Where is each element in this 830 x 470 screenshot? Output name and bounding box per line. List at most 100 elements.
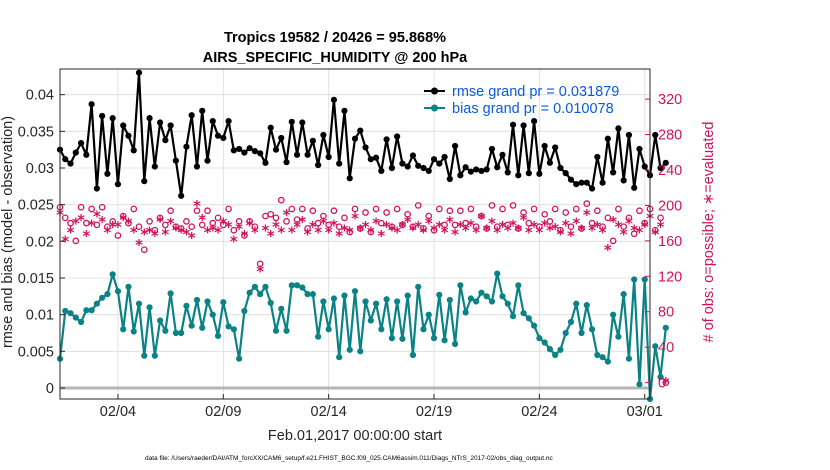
obs-evaluated-point: * [72,215,80,233]
rmse-point [457,172,464,179]
rmse-point [383,136,390,143]
rmse-point [399,160,406,167]
bias-point [615,333,622,340]
rmse-point [467,168,474,175]
obs-evaluated-point: * [446,213,454,231]
obs-possible-point [493,223,501,231]
obs-possible-point [488,202,496,209]
bias-point [188,322,195,329]
obs-evaluated-point: * [225,218,233,236]
obs-possible-point [541,210,548,218]
obs-evaluated-point: * [483,222,491,240]
bias-point [304,291,311,298]
bias-point [120,326,127,333]
obs-evaluated-point: * [530,218,538,236]
bias-point [83,307,90,314]
bias-point [341,292,348,299]
bias-point [293,282,301,289]
rmse-point [615,125,622,132]
bias-series [56,270,669,403]
rmse-point [151,163,158,170]
rmse-point [409,152,417,159]
rmse-point [309,137,316,144]
bias-point [236,355,243,362]
rmse-point [262,159,269,166]
rmse-point [415,162,422,169]
bias-point [388,335,395,342]
obs-possible-point [372,205,380,213]
bias-point [193,296,201,304]
obs-evaluated-point: * [246,216,254,234]
y-right-tick-label: 40 [658,340,674,356]
obs-evaluated-point: * [256,262,264,280]
obs-possible-point [546,218,554,225]
obs-evaluated-point: * [493,224,501,242]
legend-bias-label: bias grand pr = 0.010078 [452,101,614,117]
obs-evaluated-point: * [572,215,580,233]
obs-possible-point [657,214,664,222]
obs-evaluated-point: * [477,209,485,227]
bias-point [451,340,459,348]
obs-possible-point [536,223,543,231]
rmse-point [436,160,443,167]
obs-possible-point [246,218,253,225]
rmse-point [567,176,575,183]
obs-evaluated-point: * [499,218,507,236]
obs-possible-point [298,205,306,213]
rmse-point [546,159,554,166]
obs-possible-point [367,228,375,236]
obs-possible-point [593,207,601,215]
bias-point [309,291,316,298]
obs-evaluated-point: * [372,215,380,233]
rmse-point [394,133,401,140]
obs-possible-point [314,219,322,227]
rmse-point [272,146,280,153]
obs-possible-point [162,221,169,229]
bias-point [367,317,374,324]
rmse-point [346,175,353,182]
obs-evaluated-point: * [441,224,449,242]
obs-possible-point [604,214,612,222]
obs-evaluated-point: * [77,211,85,229]
obs-possible-point [88,205,95,213]
bias-point [209,311,216,318]
bias-point [241,307,248,315]
x-tick-label: 02/24 [521,404,557,420]
bias-point [552,351,559,359]
obs-evaluated-point: * [93,208,101,226]
bias-point [420,326,427,333]
obs-evaluated-point: * [414,218,422,236]
obs-evaluated-point: * [609,213,617,231]
rmse-point [636,145,643,153]
x-tick-label: 02/19 [416,404,452,420]
legend-rmse-marker [431,87,438,95]
rmse-point [541,142,548,150]
rmse-point [620,177,627,184]
obs-evaluated-point: * [578,222,586,240]
bias-point [156,317,164,324]
rmse-point [283,159,290,166]
rmse-point [225,117,232,125]
rmse-point [488,145,496,153]
obs-possible-point [251,223,259,231]
obs-evaluated-point: * [362,218,370,236]
y-axis-left-label: rmse and bias (model - observation) [0,116,16,348]
obs-evaluated-point: * [172,222,180,240]
obs-evaluated-point: * [567,227,575,245]
rmse-point [320,131,327,139]
obs-possible-point [82,219,90,227]
rmse-point [531,117,538,125]
obs-possible-point [388,223,396,231]
bias-point [183,302,190,309]
obs-possible-point [346,228,354,236]
rmse-point [135,69,143,76]
rmse-point [62,156,69,163]
obs-possible-point [615,205,622,213]
legend-bias-marker [431,104,438,112]
obs-evaluated-point: * [509,216,517,234]
obs-possible-point [451,221,459,229]
obs-possible-point [583,200,591,208]
rmse-point [293,151,301,158]
obs-possible-series [56,196,670,386]
rmse-point [199,107,206,114]
